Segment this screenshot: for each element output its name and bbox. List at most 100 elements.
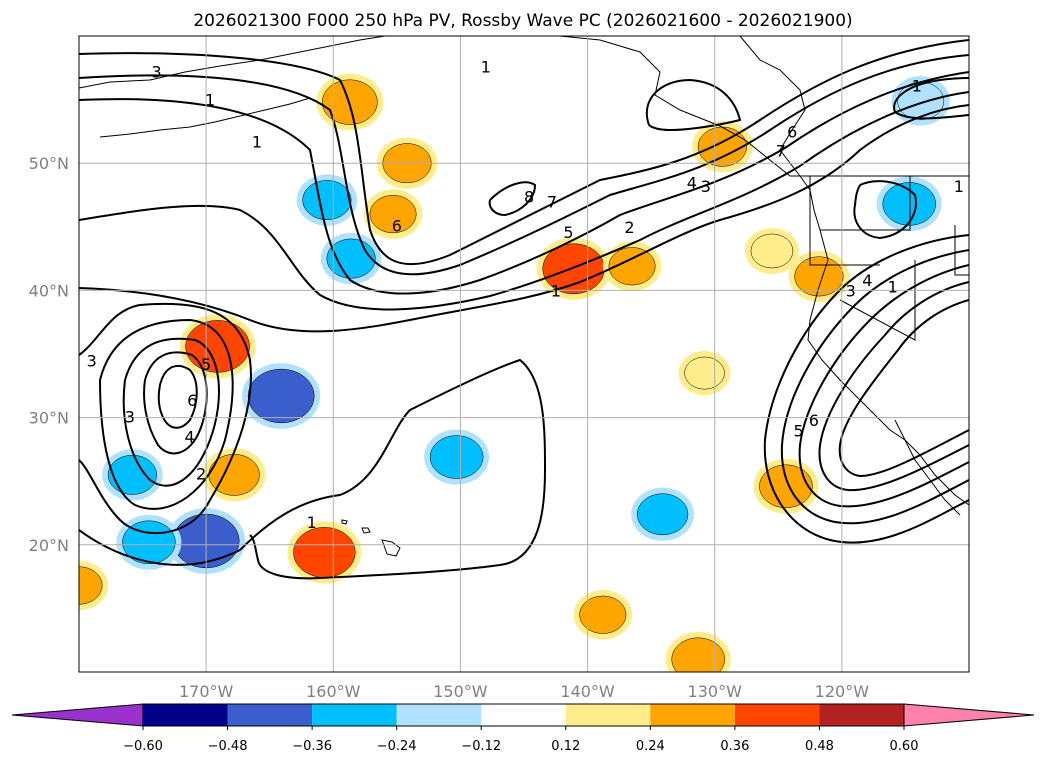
colorbar-tick-label: −0.12 <box>461 739 501 754</box>
west-coast-usa <box>807 259 969 506</box>
pv-contour-line <box>818 281 969 492</box>
colorbar-tick-label: 0.48 <box>805 739 834 754</box>
contour-label: 1 <box>252 133 262 152</box>
colorbar-tick-label: −0.60 <box>123 739 163 754</box>
colorbar-extend-max <box>903 703 1035 727</box>
anomaly-fill <box>107 454 157 495</box>
contour-label: 1 <box>954 177 964 196</box>
contour-label: 1 <box>481 58 491 77</box>
contour-label: 4 <box>862 271 872 290</box>
pv-contour-line <box>838 299 969 478</box>
colorbar-tick-label: −0.36 <box>292 739 332 754</box>
pv-contour-line <box>79 358 547 580</box>
anomaly-fill <box>369 195 417 234</box>
latitude-tick-label: 40°N <box>29 281 69 300</box>
alaska-panhandle-coast <box>739 36 829 261</box>
alaska-coastline <box>79 36 386 89</box>
contour-label: 3 <box>846 281 856 300</box>
colorbar-segment <box>396 704 482 726</box>
latitude-tick-label: 30°N <box>29 409 69 428</box>
longitude-tick-label: 130°W <box>688 682 743 701</box>
pv-contour-line <box>79 39 969 265</box>
longitude-tick-label: 150°W <box>433 682 488 701</box>
pv-contour-line <box>645 78 742 132</box>
anomaly-fill <box>794 256 844 297</box>
anomaly-fill <box>671 637 725 672</box>
anomaly-fill <box>79 566 103 605</box>
colorbar-tick-label: 0.12 <box>551 739 580 754</box>
longitude-tick-label: 120°W <box>815 682 870 701</box>
colorbar-frame <box>142 703 905 727</box>
anomaly-fill <box>750 233 794 269</box>
pv-contour-line <box>122 337 220 487</box>
colorbar-extend-min <box>11 703 144 727</box>
anomaly-fill <box>882 182 936 226</box>
anomaly-fill <box>326 238 376 279</box>
aleutian-islands <box>99 97 311 138</box>
latitude-axis: 20°N 30°N 40°N 50°N <box>29 154 69 555</box>
pv-contour-line <box>798 264 969 508</box>
state-border-1 <box>809 176 880 266</box>
contour-label: 3 <box>87 351 97 370</box>
contour-label: 1 <box>307 513 317 532</box>
contour-label: 6 <box>392 217 402 236</box>
anomaly-core-fill <box>308 539 340 565</box>
pv-contour-line <box>79 71 969 295</box>
contour-label: 2 <box>196 465 206 484</box>
contour-label: 4 <box>687 173 697 192</box>
pv-contour-line <box>780 249 969 525</box>
contour-label: 5 <box>563 223 573 242</box>
anomaly-core-fill <box>558 256 590 282</box>
pv-contour-line <box>893 77 969 120</box>
longitude-axis: 170°W 160°W 150°W 140°W 130°W 120°W <box>179 682 869 701</box>
hawaii-island-1 <box>381 539 401 557</box>
gulf-of-alaska-coast <box>559 36 969 177</box>
contour-label: 4 <box>185 428 195 447</box>
colorbar-segment <box>481 704 566 726</box>
anomaly-fill <box>579 595 627 634</box>
colorbar-tick-label: −0.24 <box>377 739 417 754</box>
baja-california <box>894 419 961 516</box>
latitude-tick-label: 20°N <box>29 536 69 555</box>
hawaii-island-2 <box>361 527 371 534</box>
colorbar-segment <box>819 704 904 726</box>
anomaly-fill <box>429 435 484 479</box>
contour-label: 5 <box>201 355 211 374</box>
colorbar-segment <box>312 704 397 726</box>
coastline-layer <box>79 36 969 557</box>
contour-label: 1 <box>551 281 561 300</box>
pv-contour-line <box>157 364 198 429</box>
contour-label: 3 <box>151 63 161 82</box>
contour-label: 7 <box>547 192 557 211</box>
colorbar-tick-label: 0.60 <box>890 739 919 754</box>
contour-label: 7 <box>776 141 786 160</box>
colorbar-segment <box>143 704 228 726</box>
contour-label: 1 <box>912 77 922 96</box>
anomaly-fill <box>122 520 176 565</box>
anomaly-fill <box>302 180 352 221</box>
anomaly-fill-layer <box>79 73 950 672</box>
pv-contour-line <box>79 91 969 311</box>
state-border-4 <box>954 225 969 276</box>
anomaly-fill <box>636 493 689 536</box>
colorbar-tick-label: −0.48 <box>208 739 248 754</box>
colorbar-segment <box>650 704 735 726</box>
contour-label: 5 <box>794 421 804 440</box>
pv-contour-line <box>79 302 252 535</box>
state-border-2 <box>820 176 911 231</box>
anomaly-core-fill <box>264 382 298 410</box>
colorbar-tick-label: 0.24 <box>636 739 665 754</box>
colorbar-segment <box>227 704 313 726</box>
contour-label: 8 <box>524 187 534 206</box>
pv-contour-line <box>99 318 234 510</box>
longitude-tick-label: 170°W <box>179 682 234 701</box>
colorbar: −0.60 −0.48 −0.36 −0.24 −0.12 0.12 0.24 0.36 0.4… <box>11 703 1035 754</box>
map-frame <box>78 35 970 673</box>
contour-label: 1 <box>205 91 215 110</box>
pv-contour-line <box>488 181 537 217</box>
hawaii-island-3 <box>341 519 348 525</box>
contour-label: 1 <box>888 278 898 297</box>
